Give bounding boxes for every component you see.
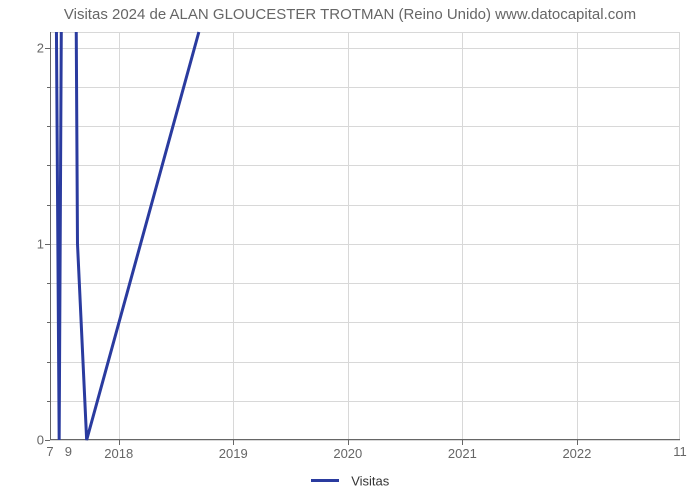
chart-title: Visitas 2024 de ALAN GLOUCESTER TROTMAN … (0, 0, 700, 23)
point-label: 7 (46, 444, 53, 459)
x-tick-mark (233, 440, 234, 445)
y-tick-mark (45, 440, 50, 441)
x-tick-mark (119, 440, 120, 445)
point-label: 11 (673, 444, 687, 459)
chart-plot-area: 012 20182019202020212022 7911 (50, 32, 680, 440)
x-tick-mark (348, 440, 349, 445)
legend-swatch (311, 479, 339, 482)
x-tick-mark (577, 440, 578, 445)
series-path (56, 32, 198, 440)
x-tick-mark (462, 440, 463, 445)
legend-label: Visitas (351, 473, 389, 488)
line-series (50, 32, 680, 440)
point-label: 9 (65, 444, 72, 459)
legend: Visitas (0, 472, 700, 490)
